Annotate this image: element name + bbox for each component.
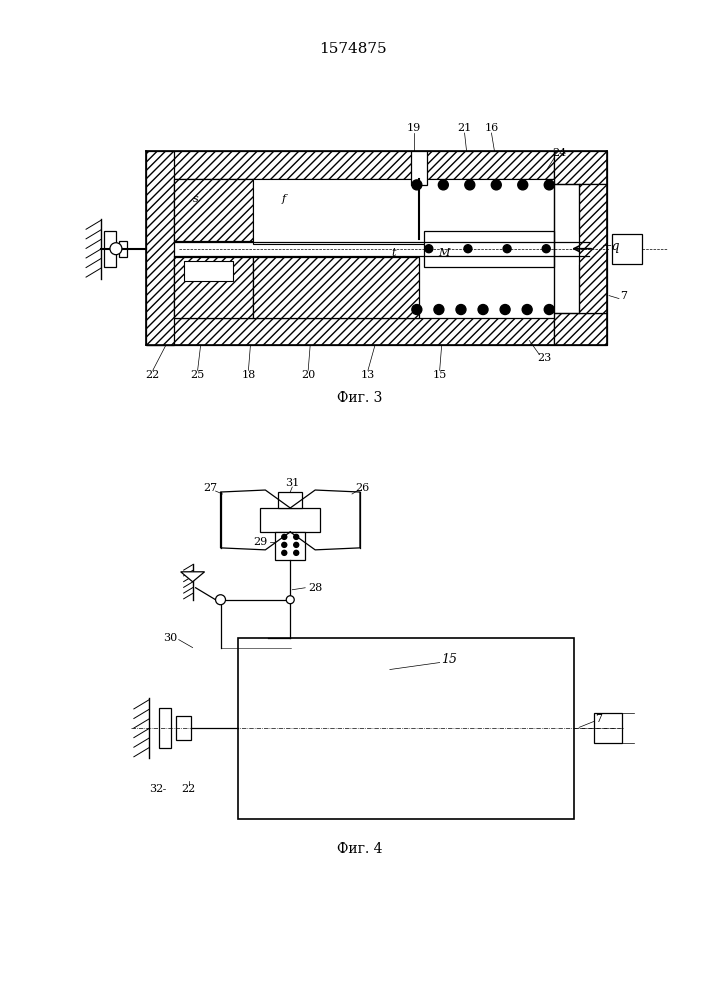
Bar xyxy=(174,257,253,318)
Circle shape xyxy=(478,305,488,315)
Circle shape xyxy=(544,180,554,190)
Text: 16: 16 xyxy=(484,123,498,133)
Circle shape xyxy=(500,305,510,315)
Text: f: f xyxy=(281,194,286,204)
Circle shape xyxy=(282,542,287,547)
Circle shape xyxy=(282,534,287,539)
Bar xyxy=(554,151,607,184)
Bar xyxy=(423,231,554,267)
Circle shape xyxy=(491,180,501,190)
Text: 7: 7 xyxy=(621,291,627,301)
Bar xyxy=(146,151,554,179)
Text: 27: 27 xyxy=(204,483,218,493)
Text: 31: 31 xyxy=(285,478,299,488)
Text: 32: 32 xyxy=(148,784,163,794)
Bar xyxy=(253,179,554,244)
Text: 24: 24 xyxy=(552,148,566,158)
Text: 18: 18 xyxy=(241,370,255,380)
Text: 23: 23 xyxy=(537,353,551,363)
Circle shape xyxy=(503,245,511,253)
Bar xyxy=(174,179,253,241)
Text: 19: 19 xyxy=(407,123,421,133)
Circle shape xyxy=(293,534,299,539)
Bar xyxy=(279,492,302,508)
Circle shape xyxy=(293,550,299,555)
Circle shape xyxy=(518,180,527,190)
Text: 30: 30 xyxy=(163,633,178,643)
Text: 28: 28 xyxy=(308,583,322,593)
Text: 29: 29 xyxy=(253,537,267,547)
Text: +q: +q xyxy=(602,240,620,253)
Bar xyxy=(594,713,622,743)
Text: 20: 20 xyxy=(301,370,315,380)
Text: 21: 21 xyxy=(457,123,472,133)
Bar xyxy=(612,234,642,264)
Text: 26: 26 xyxy=(355,483,369,493)
Text: 22: 22 xyxy=(146,370,160,380)
Circle shape xyxy=(434,305,444,315)
Text: Фиг. 3: Фиг. 3 xyxy=(337,391,382,405)
Text: Фиг. 4: Фиг. 4 xyxy=(337,842,382,856)
Circle shape xyxy=(464,245,472,253)
Text: s: s xyxy=(193,194,199,204)
Text: 15: 15 xyxy=(433,370,447,380)
Bar xyxy=(238,638,574,819)
Circle shape xyxy=(282,550,287,555)
Text: 15: 15 xyxy=(442,653,457,666)
Bar xyxy=(554,313,607,345)
Text: 1574875: 1574875 xyxy=(319,42,387,56)
Bar xyxy=(260,508,320,532)
Circle shape xyxy=(542,245,550,253)
Bar xyxy=(159,708,170,748)
Circle shape xyxy=(412,305,422,315)
Circle shape xyxy=(425,245,433,253)
Bar xyxy=(104,231,116,267)
Text: 25: 25 xyxy=(190,370,205,380)
Bar xyxy=(146,151,174,345)
Circle shape xyxy=(286,596,294,604)
Circle shape xyxy=(293,542,299,547)
Circle shape xyxy=(522,305,532,315)
Circle shape xyxy=(456,305,466,315)
Bar xyxy=(411,151,427,185)
Text: M: M xyxy=(438,248,450,258)
Bar xyxy=(176,716,191,740)
Bar xyxy=(275,532,305,560)
Circle shape xyxy=(110,243,122,255)
Text: 7: 7 xyxy=(595,714,602,724)
Circle shape xyxy=(216,595,226,605)
Bar xyxy=(253,257,419,318)
Bar xyxy=(146,318,554,345)
Text: 22: 22 xyxy=(182,784,196,794)
Circle shape xyxy=(438,180,448,190)
Bar xyxy=(119,241,127,257)
Text: t: t xyxy=(392,248,396,258)
Circle shape xyxy=(544,305,554,315)
Polygon shape xyxy=(181,572,204,582)
Circle shape xyxy=(412,180,422,190)
Circle shape xyxy=(464,180,475,190)
Bar xyxy=(184,261,233,281)
Bar xyxy=(579,184,607,313)
Text: 13: 13 xyxy=(361,370,375,380)
